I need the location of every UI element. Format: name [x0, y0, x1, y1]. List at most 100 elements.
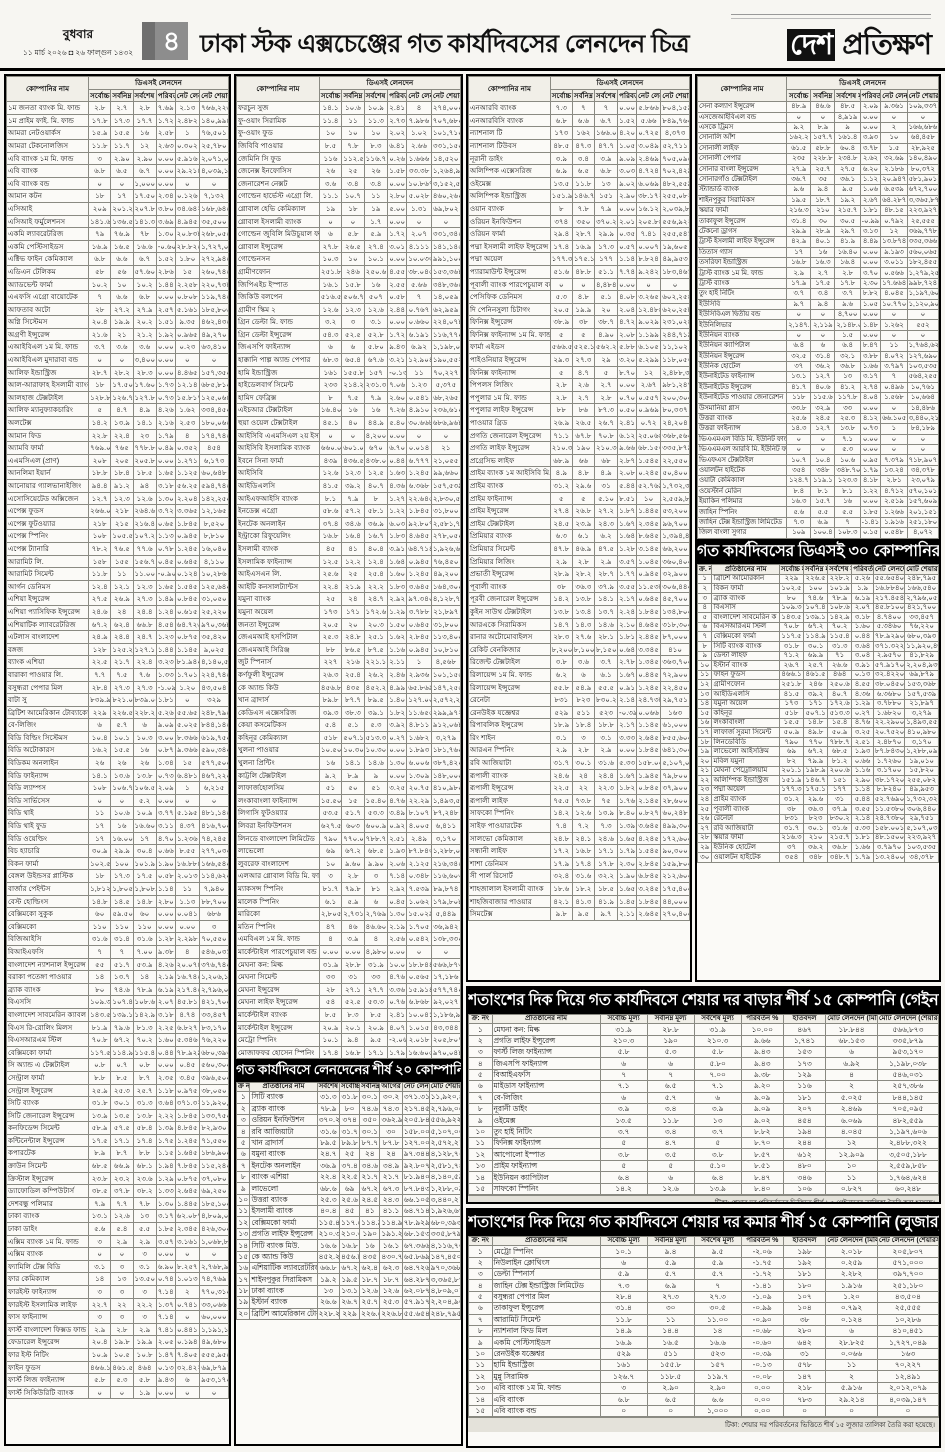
value-cell: ১.৭৯	[851, 852, 874, 863]
value-cell: ৫১৩.৩	[363, 730, 389, 745]
value-cell: ৭.৯	[88, 1196, 112, 1211]
value-cell: ৪০.৭	[827, 688, 853, 700]
table-row: ফাইন ফুডস ৪৬৬.১ ৪৬১.৫ ৪৬৪ ০.১৩ ৩২.৪২২ ৬৯,৮৭৯	[6, 1360, 229, 1375]
value-cell: ২.৪১	[617, 416, 637, 430]
value-cell: ১.০৬২	[406, 894, 432, 909]
value-cell: ২.০৫	[155, 1335, 176, 1349]
value-cell: ৪৬.৯	[571, 541, 595, 556]
table-row: ১২ আপোলো ইস্পাত ৩.৮ ৩.৫ ৩.৮ ৮.৫৭ ৬১২ ১২.৯০৯ ৩,৫০…	[468, 1148, 939, 1161]
table-row: ভিএফএস টেক্সটাইল ১০.৭ ১০.৪ ১০.৬ ০.৯৫ ৭.৩৭৯ ৭১৮…	[697, 454, 939, 466]
value-cell: ১৫.৫০	[318, 793, 343, 808]
value-cell: ১৬.৬০৫	[406, 1045, 432, 1060]
company-name-cell: বেক্সিমকো ফার্মা	[6, 1045, 90, 1060]
value-cell: ২.৮	[571, 743, 595, 758]
value-cell: ২৪.৮	[549, 831, 573, 846]
company-name-cell: এসজেআইবিএল বন্ড	[697, 111, 788, 123]
value-cell: ২.৮৪৫	[635, 856, 662, 871]
value-cell: ৪৬২,৪৩৫	[199, 315, 229, 329]
value-cell: ২,৭৬৮,৯৯০	[199, 1259, 229, 1274]
value-cell: ৩৩.৩৮	[406, 164, 432, 178]
value-cell: ৩৩	[834, 402, 861, 414]
company-name-cell: কে অ্যান্ড কিউ	[236, 680, 320, 695]
table-row: হাক্কানি পাল্প অ্যান্ড পেপার ৬৮.৩ ৬৫.৪ ৬৭.৬…	[236, 353, 461, 367]
value-cell: ২৭২,৯৪৫	[199, 252, 229, 266]
value-cell: ৬.৮	[132, 290, 157, 304]
value-cell: ১৫.৮	[341, 277, 365, 292]
value-cell: ৫৬০,৩০০	[199, 1058, 229, 1072]
value-cell: ২১.৯	[341, 579, 365, 594]
company-name-cell: প্রিমিয়ার ব্যাংক	[468, 529, 551, 543]
column-header: আগের দিন সর্বশেষ মূল্য	[379, 1081, 403, 1093]
value-cell: ৪,৭০০	[834, 308, 861, 321]
value-cell: ৩	[599, 1381, 648, 1395]
value-cell: ৯৯৮,৭২৪	[906, 277, 939, 290]
value-cell: ৫.১৯৫	[174, 806, 201, 821]
value-cell: ৮৬	[571, 403, 595, 418]
value-cell: ০.৭২৫	[635, 126, 662, 140]
value-cell: ৫৬	[110, 264, 134, 279]
value-cell: ৫৫.৮	[549, 680, 573, 695]
value-cell: ৪.৯৯	[387, 680, 408, 695]
company-name-cell: আমরা নেটওয়ার্কস	[6, 126, 90, 140]
value-cell: ৩৬.৯	[316, 1159, 341, 1172]
value-cell: ৯.৪৩	[740, 1057, 784, 1070]
value-cell: ৪.৭	[571, 365, 595, 380]
value-cell: ৩৮.২	[132, 1184, 157, 1198]
value-cell: -০.৯৯	[859, 215, 882, 227]
company-name-cell: রানার অটোমোবাইলস	[468, 630, 551, 644]
value-cell: ২.৩০	[859, 277, 882, 290]
company-name-cell: রূপালী ব্যাংক	[468, 768, 551, 783]
value-cell: ১৬.৬	[693, 1336, 742, 1349]
value-cell: ০.৫০	[617, 403, 637, 418]
value-cell: ১.৫	[880, 142, 908, 155]
table-row: গোল্ডেনসন ১০.৩ ১০ ১০.১ ০.০০ ১০.০৩৩ ৯৯১,১০০	[236, 252, 461, 266]
value-cell: ১০১.৯	[827, 583, 853, 594]
value-cell: ১৬.৮	[318, 529, 343, 543]
table-row: ৪ জিএসপি ফাইন্যান্স ৬ ৬ ৫.৮০ ৯.৪৩ ১৭৩ ৬.৯২ ১,১৯৮…	[468, 1057, 939, 1070]
value-cell: ৩২.৯	[810, 402, 836, 414]
value-cell: ১.৩৪৫	[635, 655, 662, 669]
value-cell: ০.৩৪৮	[406, 869, 432, 883]
value-cell: ১.৪৪৫	[174, 1196, 201, 1211]
company-name-cell: রিলায়েন্স ইন্সুরেন্স	[468, 680, 551, 695]
value-cell: ১.০৬	[859, 184, 882, 196]
value-cell: ৮.৫১	[740, 1159, 784, 1173]
value-cell: ৬৪১,৩০০	[660, 743, 690, 758]
value-cell: ৭৪,২৪৫	[199, 831, 229, 846]
value-cell: ১৪২,২৫০	[199, 491, 229, 506]
company-name-cell: সোনালী পেপার	[697, 153, 788, 165]
masthead-rule	[0, 68, 945, 71]
value-cell: ৭০৭,৬৮০	[430, 113, 461, 128]
value-cell: ৩৩১,১৫০	[430, 138, 461, 153]
value-cell: ২.১৭	[617, 592, 637, 606]
value-cell: ৬৭.২	[803, 621, 829, 633]
company-name-cell: প্রগতি লাইফ ইন্সুরেন্স	[468, 441, 551, 455]
value-cell: ২.১৮৬	[880, 163, 908, 175]
value-cell: ৮.১০৭	[406, 806, 432, 821]
value-cell: ১৪	[693, 1324, 742, 1338]
value-cell: ৬.৪	[599, 1171, 648, 1184]
value-cell: ৫৩.৩	[363, 995, 389, 1009]
company-name-cell: আল-আরাফাহ ইসলামী ব্যাংক	[6, 378, 90, 392]
value-cell: ০.৭৩	[155, 768, 176, 783]
value-cell: ২৬.৩	[318, 667, 343, 682]
value-cell: ৪.০৪	[859, 392, 882, 404]
value-cell: ৩৩৪,৪৫০	[199, 403, 229, 418]
value-cell: ৭০,২২৭	[876, 1359, 939, 1372]
value-cell: ১	[468, 1023, 493, 1036]
value-cell: ১.৮১	[851, 832, 874, 844]
value-cell: ৮	[236, 1170, 251, 1184]
value-cell: ৯৬,৭০০	[660, 516, 690, 531]
value-cell: ৮০	[339, 1102, 361, 1115]
company-name-cell: বরাকা পতেঙ্গা পাওয়ার	[6, 970, 90, 984]
value-cell: ৪১০,৯৮০	[430, 781, 461, 795]
value-cell: ১৭.৫০	[110, 378, 134, 392]
value-cell: ৫.৮	[341, 227, 365, 241]
value-cell: ৭৪,৭৬৯	[199, 1272, 229, 1286]
value-cell: ১.৬৫	[617, 831, 637, 846]
value-cell: ৪৭.৮	[549, 541, 573, 556]
value-cell: ৪,১১০	[199, 554, 229, 569]
value-cell: ৩৬.৯	[363, 516, 389, 531]
value-cell: ৬২.৪	[110, 617, 134, 632]
